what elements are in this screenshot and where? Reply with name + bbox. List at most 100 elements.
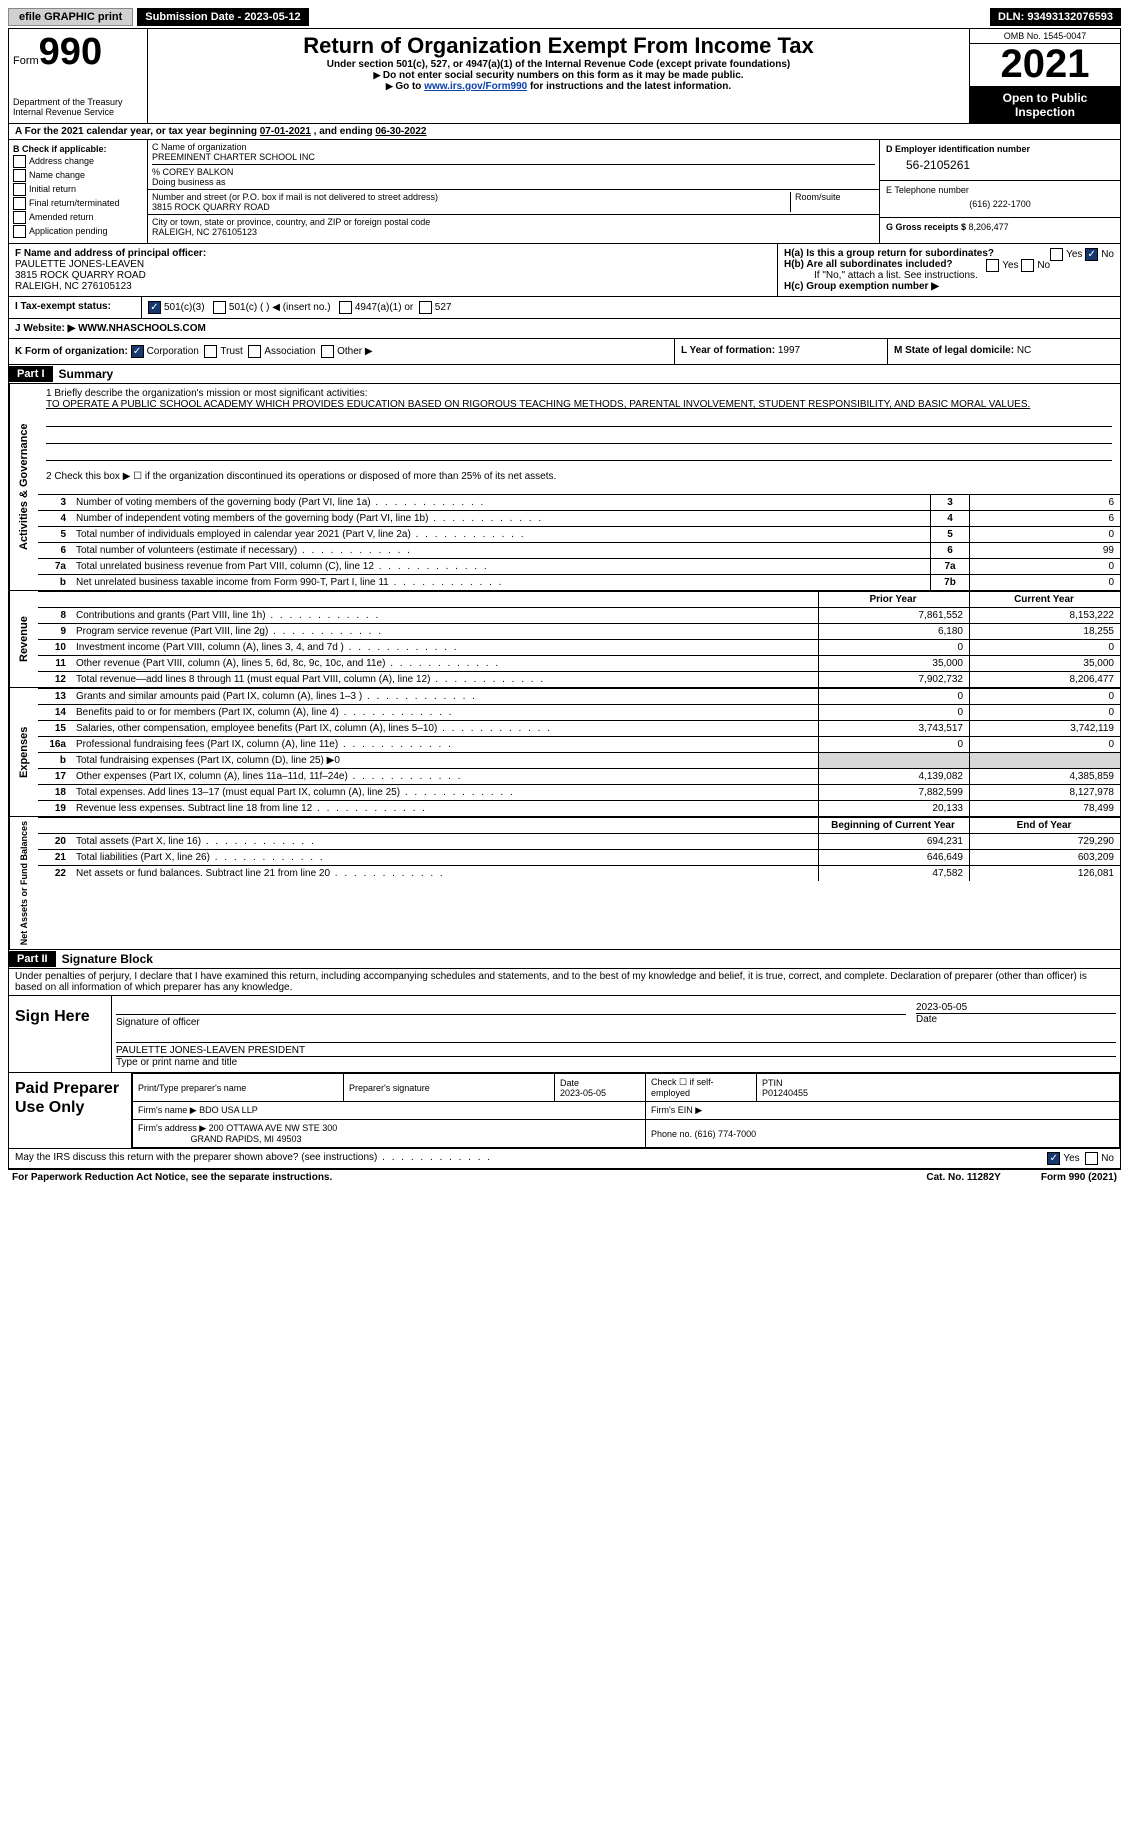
- form-title: Return of Organization Exempt From Incom…: [152, 33, 965, 59]
- sig-officer-label: Signature of officer: [116, 1017, 200, 1028]
- footer-right: Form 990 (2021): [1041, 1172, 1117, 1183]
- cb-trust[interactable]: [204, 345, 217, 358]
- side-net: Net Assets or Fund Balances: [9, 817, 38, 949]
- group-return-box: H(a) Is this a group return for subordin…: [778, 244, 1120, 296]
- col-b-checkboxes: B Check if applicable: Address change Na…: [9, 140, 148, 243]
- opt-501c: 501(c) ( ) ◀ (insert no.): [229, 302, 331, 313]
- hb-note: If "No," attach a list. See instructions…: [784, 270, 1114, 281]
- firm-phone: (616) 774-7000: [695, 1129, 757, 1139]
- cb-final[interactable]: Final return/terminated: [13, 197, 143, 210]
- perjury-text: Under penalties of perjury, I declare th…: [9, 969, 1120, 996]
- sign-here-label: Sign Here: [9, 996, 112, 1072]
- col-d: D Employer identification number 56-2105…: [880, 140, 1120, 243]
- opt-527: 527: [435, 302, 452, 313]
- cb-4947[interactable]: [339, 301, 352, 314]
- h-check[interactable]: Check ☐ if self-employed: [651, 1077, 714, 1098]
- period-end: 06-30-2022: [375, 126, 426, 137]
- yof-label: L Year of formation:: [681, 345, 778, 356]
- h-name: Print/Type preparer's name: [138, 1083, 246, 1093]
- irs-link[interactable]: www.irs.gov/Form990: [424, 81, 527, 92]
- dom-label: M State of legal domicile:: [894, 345, 1017, 356]
- discuss-yes[interactable]: [1047, 1152, 1060, 1165]
- cb-initial[interactable]: Initial return: [13, 183, 143, 196]
- form-number: 990: [39, 31, 102, 73]
- tax-status-label: I Tax-exempt status:: [15, 301, 111, 312]
- period-label: A For the 2021 calendar year, or tax yea…: [15, 126, 260, 137]
- cb-name[interactable]: Name change: [13, 169, 143, 182]
- h-date: Date: [560, 1078, 579, 1088]
- form-org-row: K Form of organization: Corporation Trus…: [9, 339, 674, 364]
- submission-date: Submission Date - 2023-05-12: [137, 8, 308, 26]
- org-name: PREEMINENT CHARTER SCHOOL INC: [152, 152, 875, 162]
- ein: 56-2105261: [886, 154, 1114, 176]
- street-label: Number and street (or P.O. box if mail i…: [152, 192, 786, 202]
- cb-527[interactable]: [419, 301, 432, 314]
- period-mid: , and ending: [314, 126, 376, 137]
- officer-box: F Name and address of principal officer:…: [9, 244, 778, 296]
- side-exp: Expenses: [9, 688, 38, 816]
- city-label: City or town, state or province, country…: [152, 217, 875, 227]
- cb-501c3[interactable]: [148, 301, 161, 314]
- ein-label: D Employer identification number: [886, 144, 1030, 154]
- h-ptin: PTIN: [762, 1078, 783, 1088]
- officer-label: F Name and address of principal officer:: [15, 248, 206, 259]
- period-begin: 07-01-2021: [260, 126, 311, 137]
- street: 3815 ROCK QUARRY ROAD: [152, 202, 786, 212]
- open-to-public: Open to Public Inspection: [970, 87, 1120, 123]
- officer-name-title: PAULETTE JONES-LEAVEN PRESIDENT: [116, 1045, 1116, 1056]
- phone-label: E Telephone number: [886, 185, 1114, 195]
- firm-addr: 200 OTTAWA AVE NW STE 300: [209, 1123, 338, 1133]
- cb-assoc[interactable]: [248, 345, 261, 358]
- side-ag: Activities & Governance: [9, 384, 38, 590]
- form-prefix: Form: [13, 55, 39, 67]
- subtitle: Under section 501(c), 527, or 4947(a)(1)…: [152, 59, 965, 70]
- sig-date-label: Date: [916, 1013, 1116, 1025]
- side-rev: Revenue: [9, 591, 38, 687]
- part1-title: Summary: [53, 365, 120, 383]
- dept-label: Department of the Treasury: [13, 97, 143, 107]
- mission-label: 1 Briefly describe the organization's mi…: [46, 388, 1112, 399]
- paid-table: Print/Type preparer's name Preparer's si…: [132, 1073, 1120, 1148]
- dom: NC: [1017, 345, 1031, 356]
- ha-label: H(a) Is this a group return for subordin…: [784, 248, 994, 259]
- cb-amended[interactable]: Amended return: [13, 211, 143, 224]
- cb-501c[interactable]: [213, 301, 226, 314]
- gross-label: G Gross receipts $: [886, 222, 969, 232]
- part2-header: Part II: [9, 951, 56, 967]
- discuss-no[interactable]: [1085, 1152, 1098, 1165]
- officer-name: PAULETTE JONES-LEAVEN: [15, 259, 144, 270]
- officer-addr1: 3815 ROCK QUARRY ROAD: [15, 270, 146, 281]
- note2-suffix: for instructions and the latest informat…: [527, 81, 731, 92]
- form-container: Form990 Department of the Treasury Inter…: [8, 28, 1121, 1170]
- cb-corp[interactable]: [131, 345, 144, 358]
- firm-name: BDO USA LLP: [199, 1105, 258, 1115]
- rev-table: Prior YearCurrent Year8Contributions and…: [38, 591, 1120, 687]
- exp-table: 13Grants and similar amounts paid (Part …: [38, 688, 1120, 816]
- h-sig: Preparer's signature: [349, 1083, 430, 1093]
- website: WWW.NHASCHOOLS.COM: [75, 323, 206, 334]
- year-box: OMB No. 1545-0047 2021 Open to Public In…: [969, 29, 1120, 123]
- opt-corp: Corporation: [147, 346, 199, 357]
- note-privacy: Do not enter social security numbers on …: [152, 70, 965, 81]
- form-id-box: Form990 Department of the Treasury Inter…: [9, 29, 148, 123]
- room-label: Room/suite: [791, 192, 875, 212]
- officer-addr2: RALEIGH, NC 276105123: [15, 281, 132, 292]
- rowk-label: K Form of organization:: [15, 346, 128, 357]
- paid-date: 2023-05-05: [560, 1088, 606, 1098]
- opt-501c3: 501(c)(3): [164, 302, 205, 313]
- ptin: P01240455: [762, 1088, 808, 1098]
- efile-button[interactable]: efile GRAPHIC print: [8, 8, 133, 26]
- firm-phone-l: Phone no.: [651, 1129, 695, 1139]
- org-name-label: C Name of organization: [152, 142, 875, 152]
- opt-other: Other ▶: [337, 346, 372, 357]
- footer-mid: Cat. No. 11282Y: [926, 1172, 1000, 1183]
- cb-pending[interactable]: Application pending: [13, 225, 143, 238]
- cb-address[interactable]: Address change: [13, 155, 143, 168]
- mission-text: TO OPERATE A PUBLIC SCHOOL ACADEMY WHICH…: [46, 399, 1112, 410]
- note-link-line: Go to www.irs.gov/Form990 for instructio…: [152, 81, 965, 92]
- title-box: Return of Organization Exempt From Incom…: [148, 29, 969, 123]
- note2-prefix: Go to: [395, 81, 424, 92]
- cb-other[interactable]: [321, 345, 334, 358]
- part2-title: Signature Block: [56, 950, 159, 968]
- firm-addr-l: Firm's address ▶: [138, 1123, 206, 1133]
